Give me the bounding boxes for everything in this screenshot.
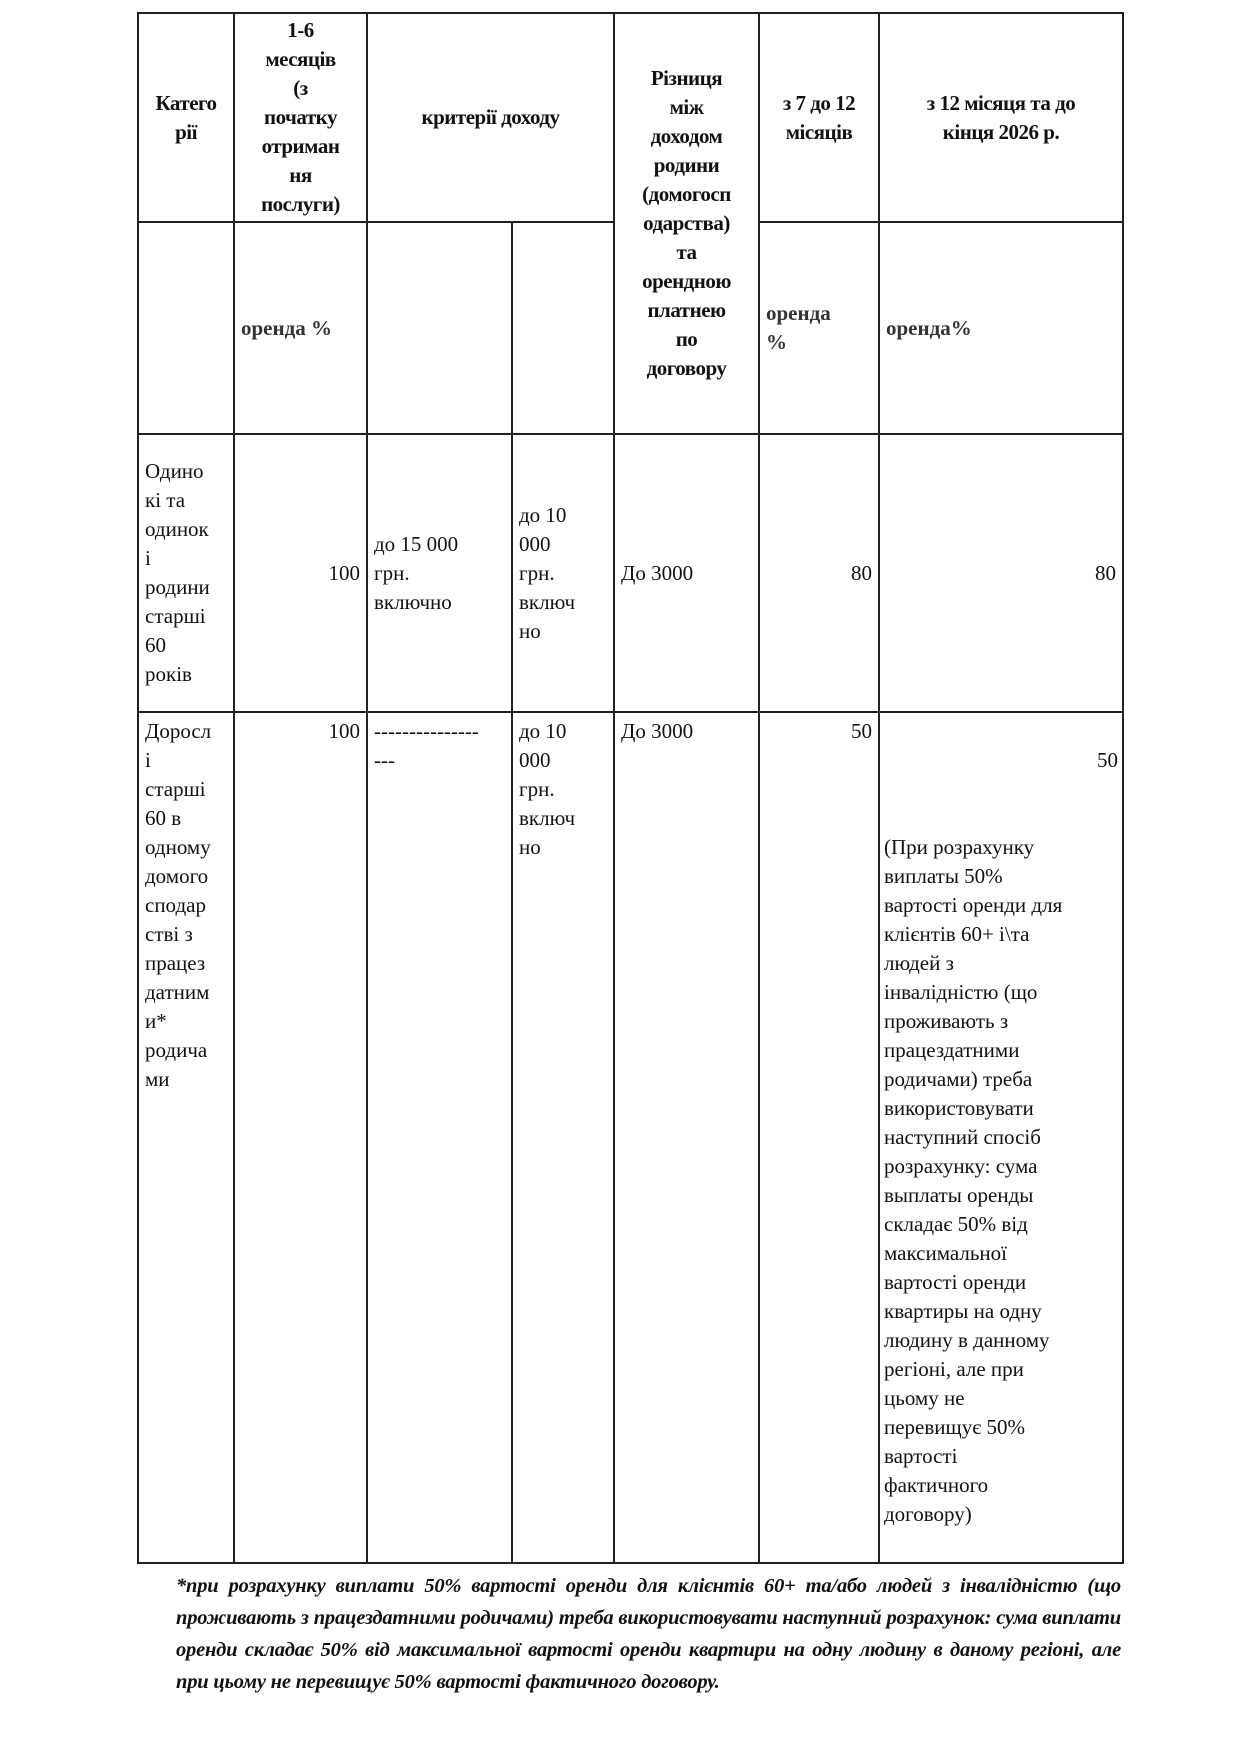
cell-note: (При розрахунку виплаты 50% вартості оре… xyxy=(884,835,1063,1526)
cell-value: 50 xyxy=(1097,748,1118,772)
subheader-empty xyxy=(366,221,513,435)
header-difference: Різниця між доходом родини (домогосп ода… xyxy=(613,12,760,435)
header-months-1-6: 1-6 месяців (з початку отриман ня послуг… xyxy=(233,12,368,223)
header-months-7-12: з 7 до 12 місяців xyxy=(758,12,880,223)
header-income-criteria: критерії доходу xyxy=(366,12,615,223)
cell-difference: До 3000 xyxy=(613,711,760,1564)
header-row: Катего рії 1-6 месяців (з початку отрима… xyxy=(137,12,1124,435)
header-month-12-2026: з 12 місяця та до кінця 2026 р. xyxy=(878,12,1124,223)
cell-month-12-2026: 80 xyxy=(878,433,1124,713)
cell-category: Доросл і старші 60 в одному домого спода… xyxy=(137,711,235,1564)
header-category: Катего рії xyxy=(137,12,235,223)
cell-month-12-2026: 50 (При розрахунку виплаты 50% вартості … xyxy=(878,711,1124,1564)
cell-months-1-6: 100 xyxy=(233,711,368,1564)
table-row: Доросл і старші 60 в одному домого спода… xyxy=(137,711,1124,1564)
table-row: Одино кі та одинок і родини старші 60 ро… xyxy=(137,433,1124,713)
cell-income-1: до 15 000 грн. включно xyxy=(366,433,513,713)
subheader-empty xyxy=(137,221,235,435)
cell-category: Одино кі та одинок і родини старші 60 ро… xyxy=(137,433,235,713)
cell-months-1-6: 100 xyxy=(233,433,368,713)
footnote: *при розрахунку виплати 50% вартості оре… xyxy=(176,1575,1121,1693)
subheader-rent-pct-2: оренда % xyxy=(758,221,880,435)
subheader-rent-pct-1: оренда % xyxy=(233,221,368,435)
rent-compensation-table: Катего рії 1-6 месяців (з початку отрима… xyxy=(137,12,1124,1564)
document-body: Катего рії 1-6 месяців (з початку отрима… xyxy=(137,12,1124,1698)
subheader-empty xyxy=(511,221,615,435)
cell-income-1: --------------- --- xyxy=(366,711,513,1564)
cell-income-2: до 10 000 грн. включ но xyxy=(511,433,615,713)
subheader-rent-pct-3: оренда% xyxy=(878,221,1124,435)
cell-months-7-12: 80 xyxy=(758,433,880,713)
cell-difference: До 3000 xyxy=(613,433,760,713)
cell-months-7-12: 50 xyxy=(758,711,880,1564)
subheader-row: оренда % оренда % оренда% xyxy=(137,221,1124,435)
cell-income-2: до 10 000 грн. включ но xyxy=(511,711,615,1564)
